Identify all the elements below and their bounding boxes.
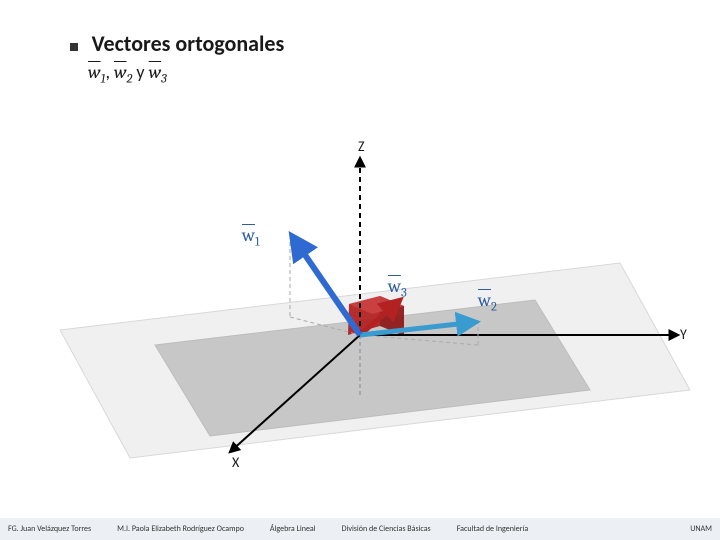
footer-uni: UNAM: [690, 524, 712, 534]
footer-division: División de Ciencias Básicas: [342, 524, 431, 534]
w2-sym: w: [114, 62, 127, 83]
axis-label-z: Z: [358, 138, 365, 155]
axis-label-x: X: [232, 454, 239, 471]
footer-course: Álgebra Lineal: [270, 524, 316, 534]
w3-sym: w: [149, 62, 162, 83]
axis-label-y: Y: [680, 326, 687, 343]
label-w3: w3: [388, 276, 407, 301]
w1-sym: w: [88, 62, 101, 83]
title-block: Vectores ortogonales w1, w2 y w3: [70, 30, 284, 87]
footer-faculty: Facultad de Ingeniería: [457, 524, 529, 534]
footer-author-1: FG. Juan Velázquez Torres: [8, 524, 91, 534]
title-row: Vectores ortogonales: [70, 30, 284, 57]
subtitle: w1, w2 y w3: [88, 61, 284, 87]
label-w2: w2: [478, 290, 497, 315]
bullet-icon: [70, 43, 78, 51]
diagram-3d: Z Y X w1 w3 w2: [60, 140, 690, 480]
page-title: Vectores ortogonales: [92, 30, 285, 57]
footer: FG. Juan Velázquez Torres M.I. Paola Eli…: [0, 518, 720, 540]
diagram-svg: [60, 140, 690, 480]
label-w1: w1: [242, 225, 260, 250]
footer-author-2: M.I. Paola Elizabeth Rodríguez Ocampo: [117, 524, 244, 534]
